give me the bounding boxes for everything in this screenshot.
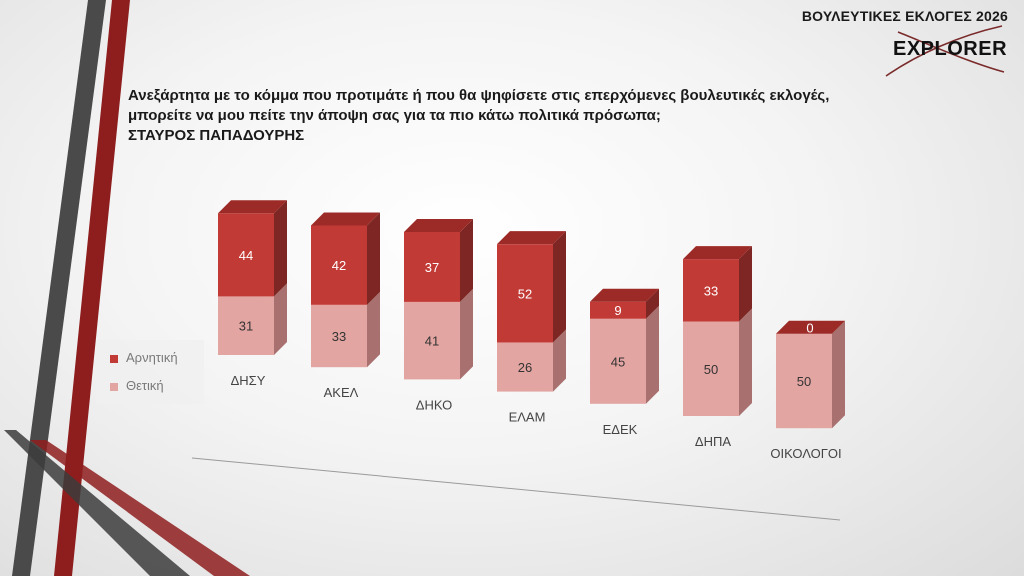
chart-floor-line [191, 457, 841, 521]
legend-swatch-negative [110, 354, 118, 363]
bar-3-negative-label: 37 [425, 260, 439, 275]
bar-6-top [683, 246, 752, 260]
bar-6-negative-label: 33 [704, 283, 718, 298]
bar-4-negative-front [497, 244, 553, 343]
legend-label-negative: Αρνητική [126, 350, 178, 365]
bar-2-negative-label: 42 [332, 258, 346, 273]
bar-2-positive-side [367, 291, 380, 368]
bar-3-negative-front [404, 231, 460, 302]
bar-1-positive-side [274, 283, 287, 355]
category-label-1: ΔΗΣΥ [231, 373, 266, 388]
bar-3-negative-side [460, 218, 473, 302]
bar-1-positive-front [218, 296, 274, 355]
bar-5-top [590, 288, 659, 302]
chart-legend: Αρνητική Θετική [96, 340, 204, 404]
bar-6-positive-label: 50 [704, 362, 718, 377]
question-subject: ΣΤΑΥΡΟΣ ΠΑΠΑΔΟΥΡΗΣ [128, 127, 305, 144]
bar-2-negative-side [367, 212, 380, 305]
bar-5-positive-label: 45 [611, 354, 625, 369]
bar-2-top [311, 212, 380, 226]
bar-3-positive-label: 41 [425, 334, 439, 349]
category-label-2: ΑΚΕΛ [324, 385, 359, 400]
bar-5-positive-side [646, 305, 659, 404]
bar-3-top [404, 218, 473, 232]
category-label-6: ΔΗΠΑ [695, 434, 731, 449]
bar-5-negative-side [646, 288, 659, 319]
legend-item-negative: Αρνητική [110, 350, 178, 365]
category-label-7: ΟΙΚΟΛΟΓΟΙ [770, 446, 841, 461]
bar-1-negative-side [274, 200, 287, 297]
category-label-3: ΔΗΚΟ [416, 397, 452, 412]
bar-1-negative-label: 44 [239, 248, 253, 263]
bar-1-top [218, 200, 287, 214]
bar-5-positive-front [590, 318, 646, 404]
category-label-4: ΕΛΑΜ [509, 410, 546, 425]
bar-5-negative-label: 9 [614, 303, 621, 318]
bar-7-top [776, 320, 845, 334]
category-label-5: ΕΔΕΚ [603, 422, 638, 437]
bar-7-positive-label: 50 [797, 374, 811, 389]
bar-2-negative-front [311, 225, 367, 305]
bar-4-positive-label: 26 [518, 360, 532, 375]
bar-4-positive-front [497, 342, 553, 392]
bar-6-negative-front [683, 259, 739, 322]
question-line-2: μπορείτε να μου πείτε την άποψη σας για … [128, 107, 661, 124]
bar-4-negative-label: 52 [518, 286, 532, 301]
legend-label-positive: Θετική [126, 378, 164, 393]
bar-6-negative-side [739, 246, 752, 322]
header-title: ΒΟΥΛΕΥΤΙΚΕΣ ΕΚΛΟΓΕΣ 2026 [801, 8, 1008, 24]
explorer-logo [885, 25, 1005, 77]
question-line-1: Ανεξάρτητα με το κόμμα που προτιμάτε ή π… [128, 87, 830, 104]
question-text: Ανεξάρτητα με το κόμμα που προτιμάτε ή π… [128, 86, 988, 146]
bar-2-positive-front [311, 304, 367, 368]
legend-item-positive: Θετική [110, 378, 164, 393]
bar-4-top [497, 231, 566, 245]
bar-6-positive-front [683, 321, 739, 416]
bar-3-positive-front [404, 301, 460, 380]
logo-text: EXPLORER [893, 38, 1008, 60]
bar-2-positive-label: 33 [332, 329, 346, 344]
bar-7-positive-side [832, 320, 845, 429]
bar-6-positive-side [739, 308, 752, 416]
legend-swatch-positive [110, 382, 118, 391]
bar-5-negative-front [590, 301, 646, 319]
bar-1-positive-label: 31 [239, 319, 253, 334]
bar-1-negative-front [218, 213, 274, 297]
bar-4-negative-side [553, 231, 566, 343]
bar-4-positive-side [553, 329, 566, 392]
bar-7-positive-front [776, 333, 832, 429]
bar-7-negative-label: 0 [806, 321, 813, 336]
bar-3-positive-side [460, 288, 473, 380]
